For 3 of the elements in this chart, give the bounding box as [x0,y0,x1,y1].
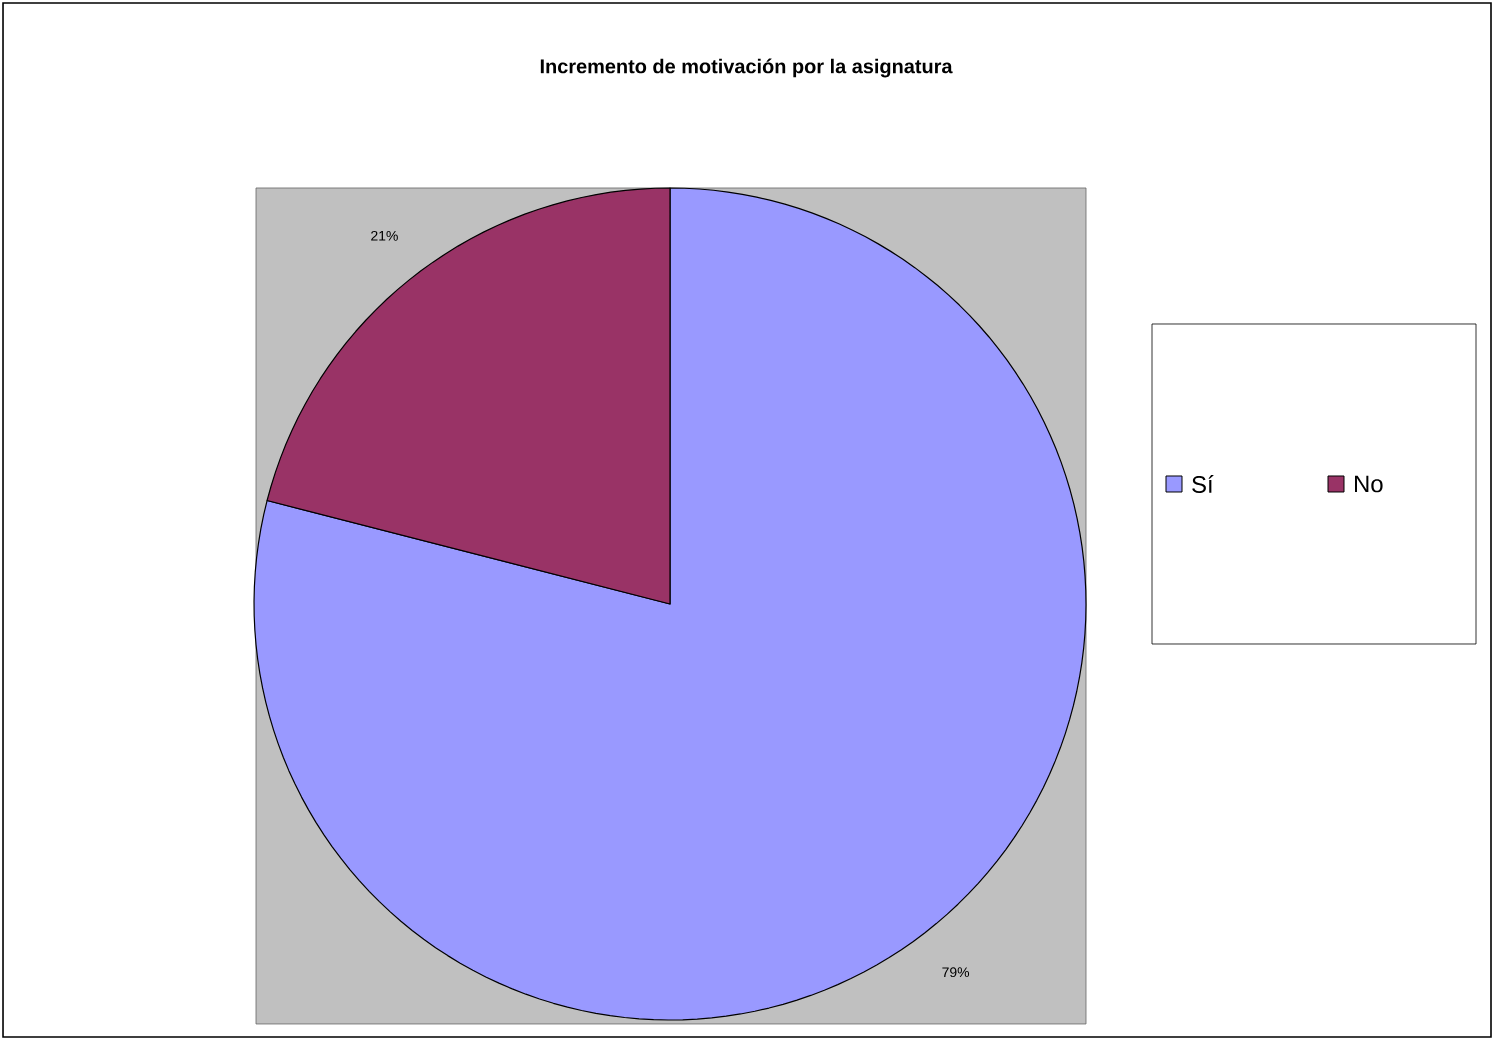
legend-label: No [1355,475,1383,493]
chart-title: Incremento de motivación por la asignatura [540,58,953,78]
legend-label: Sí [1192,475,1214,493]
